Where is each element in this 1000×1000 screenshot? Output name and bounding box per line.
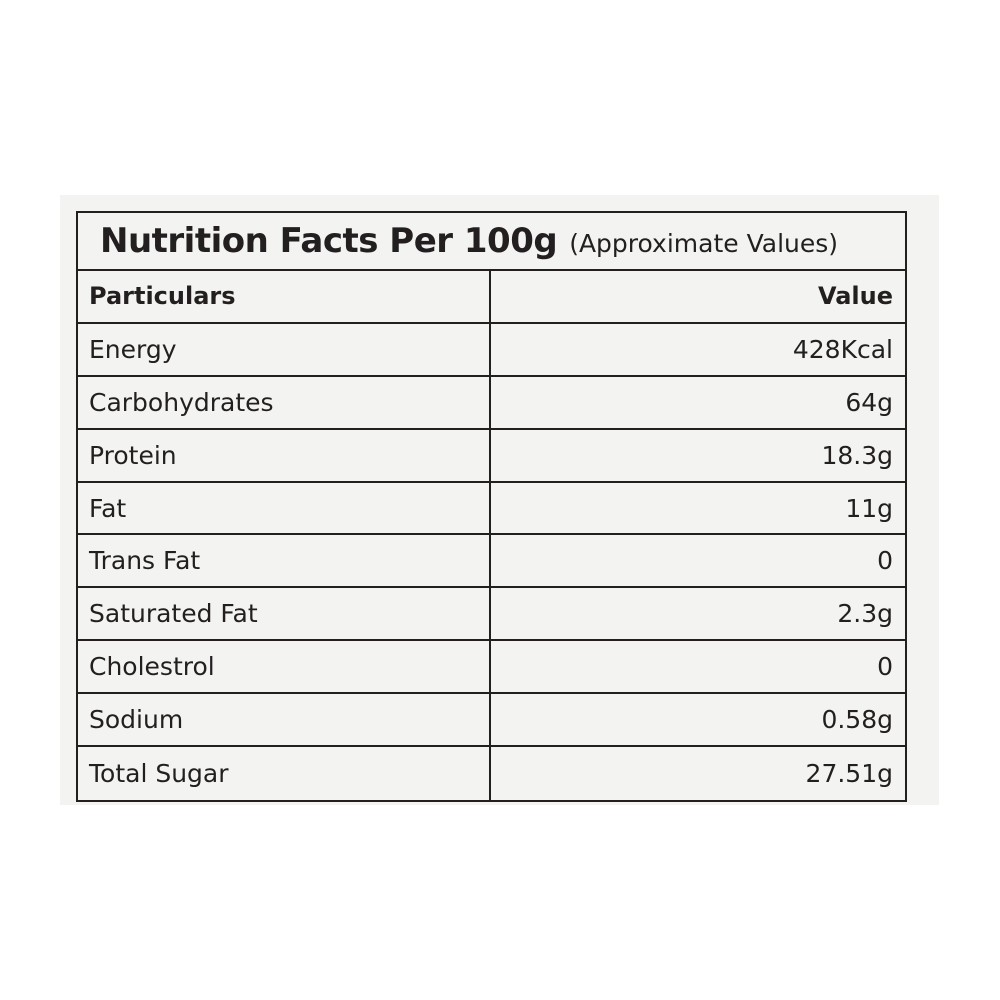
table-row: Total Sugar 27.51g — [78, 747, 905, 800]
row-value: 0.58g — [821, 705, 893, 735]
row-value: 18.3g — [821, 440, 893, 470]
nutrition-facts-table: Nutrition Facts Per 100g (Approximate Va… — [76, 211, 907, 802]
row-name: Saturated Fat — [78, 588, 491, 640]
row-name: Sodium — [78, 694, 491, 746]
row-value: 2.3g — [837, 599, 893, 629]
row-value: 27.51g — [805, 758, 893, 788]
row-value: 0 — [877, 652, 893, 682]
row-value: 11g — [845, 493, 893, 523]
table-row: Saturated Fat 2.3g — [78, 588, 905, 642]
row-name: Cholestrol — [78, 641, 491, 693]
label-panel — [60, 195, 939, 805]
table-title-row: Nutrition Facts Per 100g (Approximate Va… — [78, 213, 905, 271]
row-value: 64g — [845, 387, 893, 417]
row-name: Trans Fat — [78, 535, 491, 587]
table-row: Protein 18.3g — [78, 429, 905, 483]
table-row: Fat 11g — [78, 482, 905, 536]
table-row: Energy 428Kcal — [78, 323, 905, 377]
table-title: Nutrition Facts Per 100g — [100, 221, 558, 261]
table-row: Sodium 0.58g — [78, 694, 905, 748]
table-header-row: Particulars Value — [78, 271, 905, 324]
header-particulars: Particulars — [78, 271, 491, 322]
row-value: 428Kcal — [792, 334, 893, 364]
table-row: Carbohydrates 64g — [78, 376, 905, 430]
row-name: Protein — [78, 429, 491, 481]
row-name: Fat — [78, 482, 491, 534]
row-name: Carbohydrates — [78, 376, 491, 428]
row-value: 0 — [877, 546, 893, 576]
row-name: Total Sugar — [78, 747, 491, 800]
row-name: Energy — [78, 323, 491, 375]
header-value: Value — [817, 282, 893, 311]
table-row: Trans Fat 0 — [78, 535, 905, 589]
table-subtitle: (Approximate Values) — [569, 228, 839, 258]
table-row: Cholestrol 0 — [78, 641, 905, 695]
